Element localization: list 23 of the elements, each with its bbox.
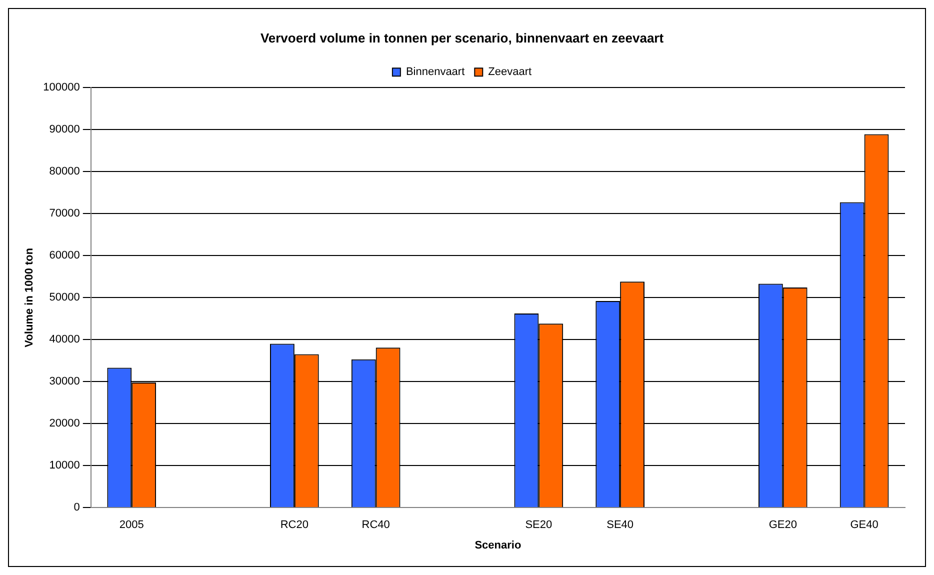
- x-tick-label: RC40: [362, 519, 390, 532]
- x-tick-label: GE40: [850, 519, 878, 532]
- y-tick-label: 80000: [49, 166, 80, 178]
- y-tick-label: 10000: [49, 460, 80, 472]
- x-axis-title: Scenario: [474, 539, 522, 552]
- x-tick-label: SE20: [525, 519, 552, 532]
- y-tick-label: 90000: [49, 124, 80, 136]
- y-tick-label: 60000: [49, 250, 80, 262]
- y-tick-label: 20000: [49, 418, 80, 430]
- x-tick-label: GE20: [768, 519, 797, 532]
- y-axis-title: Volume in 1000 ton: [24, 248, 36, 348]
- y-tick-label: 40000: [49, 334, 80, 346]
- legend-label: Zeevaart: [488, 66, 532, 78]
- y-tick-label: 70000: [49, 208, 80, 220]
- y-tick-label: 0: [74, 502, 80, 514]
- x-tick-label: 2005: [119, 519, 144, 532]
- x-tick-label: RC20: [280, 519, 308, 532]
- legend-label: Binnenvaart: [406, 66, 465, 78]
- y-tick-label: 30000: [49, 376, 80, 388]
- chart-title: Vervoerd volume in tonnen per scenario, binnenvaart en zeevaart: [260, 30, 664, 46]
- y-tick-label: 100000: [43, 82, 80, 94]
- x-tick-label: SE40: [606, 519, 634, 532]
- y-tick-label: 50000: [49, 292, 80, 304]
